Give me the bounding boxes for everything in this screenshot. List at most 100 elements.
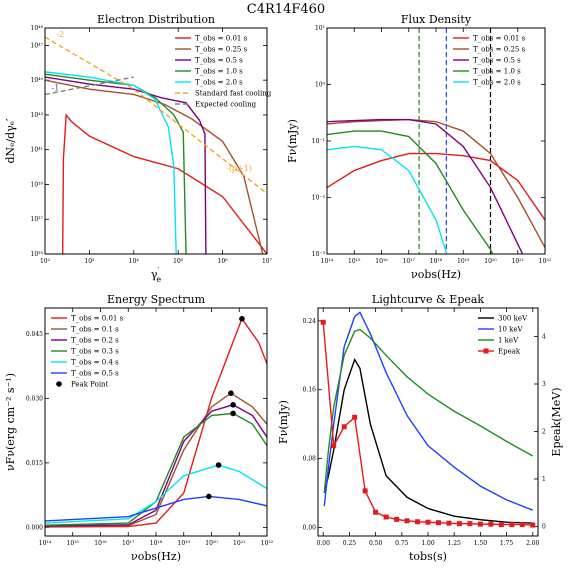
legend-label: 10 keV: [498, 326, 524, 334]
plot-area: [320, 311, 536, 528]
x-tick-label: 1.25: [448, 540, 462, 547]
series-line: [327, 118, 524, 254]
x-axis-label: tobs(s): [409, 550, 447, 563]
y2-axis-label: Epeak(MeV): [550, 387, 563, 456]
series-marker: [352, 414, 358, 420]
series-line: [45, 76, 207, 254]
peak-point: [228, 390, 234, 396]
x-tick-label: 10³: [84, 258, 95, 265]
y-tick-label: 10³⁷: [31, 216, 44, 223]
y-tick-label: 0.045: [26, 331, 43, 338]
series-line: [45, 392, 267, 528]
y-tick-label: 0.000: [26, 524, 43, 531]
series-marker: [373, 509, 379, 515]
series-line: [323, 311, 534, 511]
series-marker: [467, 521, 473, 527]
series-line: [323, 357, 533, 524]
x-tick-label: 1.75: [500, 540, 514, 547]
y2-tick-label: 2: [542, 429, 546, 436]
series-marker: [446, 520, 452, 526]
legend-label: T_obs = 0.4 s: [71, 359, 119, 367]
series-marker: [404, 518, 410, 524]
legend-label: T_obs = 0.2 s: [71, 337, 119, 345]
series-marker: [394, 516, 400, 522]
x-tick-label: 10⁴: [129, 258, 140, 265]
x-tick-label: 10⁵: [173, 258, 184, 265]
chart-title: Flux Density: [401, 13, 472, 26]
chart-spectrum: Energy Spectrum 10¹⁴ 10¹⁵ 10¹⁶ 10¹⁷ 10¹⁸ 10¹⁹ 1…: [4, 293, 274, 563]
series-marker: [435, 520, 441, 526]
peak-point: [215, 462, 222, 468]
series-line: [327, 130, 494, 254]
legend: T_obs = 0.01 s T_obs = 0.25 s T_obs = 0.5 …: [175, 35, 272, 109]
peak-point: [206, 493, 212, 500]
x-tick-label: 10¹⁴: [321, 258, 334, 265]
legend: T_obs = 0.01 s T_obs = 0.25 s T_obs = 0.5 …: [453, 35, 526, 87]
series-marker: [341, 424, 347, 430]
x-tick-label: 10¹⁸: [430, 258, 443, 265]
series-line: [45, 76, 134, 96]
legend-label: Epeak: [498, 348, 521, 356]
y-tick-label: 0.16: [303, 387, 317, 394]
x-tick-label: 10²¹: [512, 258, 524, 265]
x-tick-label: 10⁷: [262, 258, 273, 265]
series-line: [45, 73, 187, 254]
series-marker: [509, 522, 515, 528]
legend-label: T_obs = 0.5 s: [473, 57, 521, 65]
x-tick-label: 0.00: [317, 540, 331, 547]
series-marker: [530, 522, 536, 528]
y-tick-label: 10¹: [315, 25, 325, 32]
x-tick-label: 2.00: [526, 540, 540, 547]
legend-label: T_obs = 0.01 s: [71, 315, 124, 323]
y-tick-label: 10⁴⁵: [31, 77, 44, 84]
series-line: [61, 113, 267, 254]
y-tick-label: 0.00: [303, 524, 317, 531]
series-marker: [331, 443, 337, 449]
y-tick-label: 0.08: [303, 456, 317, 463]
legend-label: T_obs = 0.25 s: [473, 46, 526, 54]
series-marker: [488, 521, 494, 527]
x-tick-label: 10¹⁹: [457, 258, 470, 265]
figure-suptitle: C4R14F460: [247, 2, 325, 17]
y-tick-label: 0.015: [26, 460, 43, 467]
x-tick-label: 1.00: [421, 540, 435, 547]
series-marker: [519, 522, 525, 528]
annotation: -1: [51, 84, 59, 93]
y-tick-label: 0.030: [26, 395, 43, 402]
y-axis-label: νFν(erg cm⁻² s⁻¹): [4, 373, 17, 471]
series-marker: [477, 521, 483, 527]
annotation: -2: [56, 30, 64, 39]
legend-label: T_obs = 1.0 s: [195, 68, 243, 76]
y-tick-label: 10⁻³: [312, 251, 326, 258]
y2-tick-label: 1: [542, 476, 546, 483]
legend-label: Expected cooling: [195, 101, 257, 109]
peak-point: [230, 401, 236, 408]
x-tick-label: 0.75: [395, 540, 409, 547]
series-marker: [456, 521, 462, 527]
y-axis-label: Fν(mJy): [277, 400, 290, 444]
y2-tick-label: 4: [542, 334, 546, 341]
series-line: [45, 71, 177, 254]
plot-frame: [317, 307, 539, 537]
series-line: [45, 317, 267, 528]
y-tick-label: 10³⁵: [31, 251, 44, 258]
series-line: [45, 495, 267, 522]
series-line: [45, 79, 264, 254]
x-tick-label: 10¹⁵: [67, 540, 80, 547]
x-tick-label: 10¹⁵: [348, 258, 361, 265]
series-line: [327, 118, 545, 248]
annotation: -(p+1): [226, 164, 252, 173]
x-tick-label: 10²: [40, 258, 51, 265]
legend-marker: [483, 348, 489, 354]
legend-label: T_obs = 0.5 s: [71, 370, 119, 378]
x-tick-label: 10²¹: [233, 540, 245, 547]
y-tick-label: 0.24: [303, 318, 317, 325]
y-tick-label: 10⁴¹: [31, 147, 43, 154]
x-tick-label: 10²⁰: [205, 540, 218, 547]
series-marker: [383, 514, 389, 520]
x-axis-label: νobs(Hz): [131, 550, 181, 563]
legend-label: T_obs = 2.0 s: [473, 79, 521, 87]
series-line: [323, 328, 534, 494]
series-marker: [425, 519, 431, 525]
